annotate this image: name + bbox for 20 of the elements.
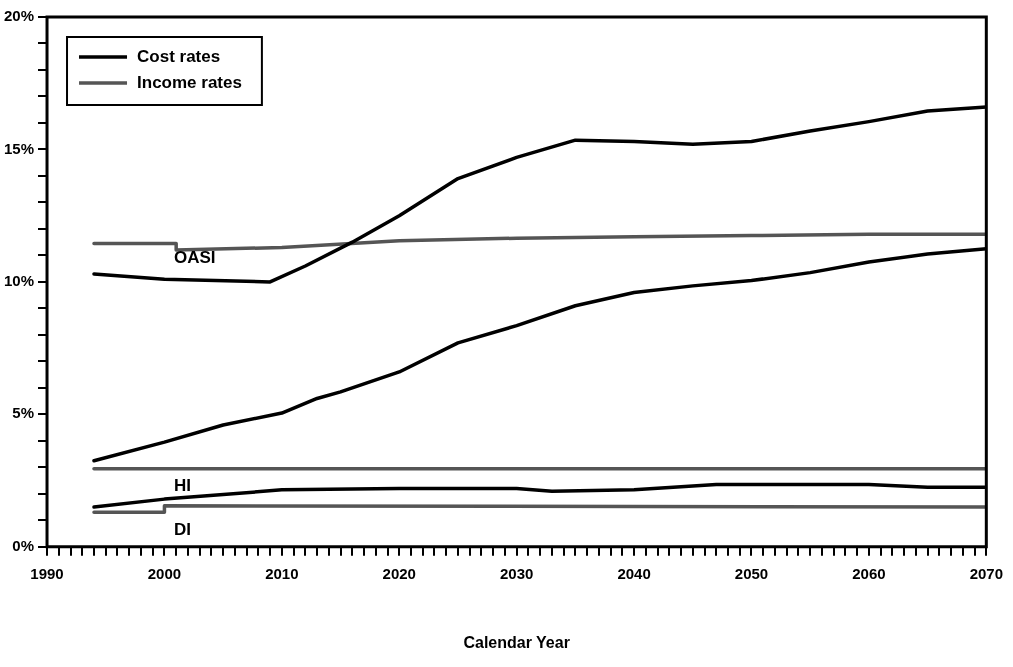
x-tick-label: 1990: [30, 564, 64, 582]
y-tick-label: 5%: [12, 404, 35, 422]
x-tick-label: 2060: [852, 564, 886, 582]
x-tick-label: 2000: [147, 564, 182, 582]
y-tick-label: 15%: [3, 139, 35, 157]
y-tick-label: 10%: [3, 272, 35, 290]
x-tick-label: 2040: [617, 564, 651, 582]
annotation: HI: [173, 476, 191, 496]
annotation: OASI: [173, 248, 216, 268]
legend-label: Cost rates: [137, 46, 221, 66]
x-tick-label: 2030: [499, 564, 534, 582]
x-tick-label: 2010: [265, 564, 299, 582]
legend-label: Income rates: [137, 72, 242, 92]
x-tick-label: 2050: [734, 564, 769, 582]
y-tick-label: 0%: [12, 536, 35, 554]
x-tick-label: 2070: [969, 564, 1003, 582]
y-tick-label: 20%: [3, 7, 35, 25]
annotation: DI: [173, 520, 191, 540]
x-tick-label: 2020: [382, 564, 416, 582]
x-axis-title: Calendar Year: [463, 633, 570, 651]
